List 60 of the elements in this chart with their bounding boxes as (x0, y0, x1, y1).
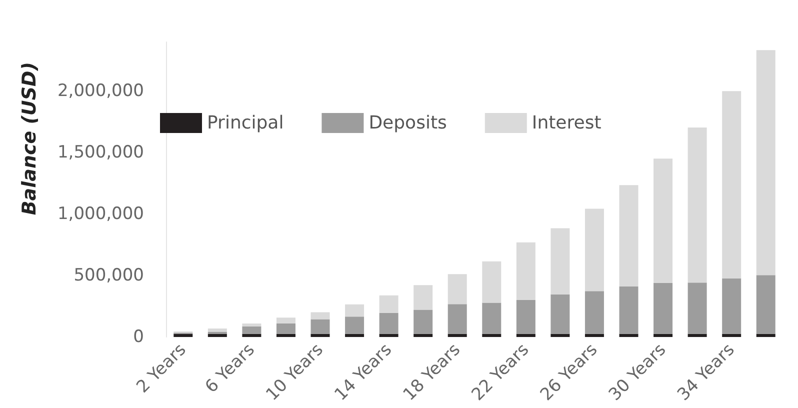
bar (654, 334, 673, 337)
bar (756, 334, 776, 337)
bar (448, 274, 467, 304)
bar (310, 312, 330, 320)
bar (756, 50, 776, 276)
bar (310, 334, 330, 337)
bar (448, 334, 467, 337)
bar (174, 334, 193, 337)
bar (619, 185, 638, 286)
bar (379, 295, 398, 313)
bar (414, 285, 433, 310)
bar (722, 334, 742, 337)
bar (345, 304, 364, 317)
legend-label: Deposits (368, 112, 447, 134)
bar (584, 291, 604, 334)
bar (242, 326, 262, 334)
bar (516, 242, 536, 300)
bar (722, 91, 742, 278)
bar (310, 319, 330, 334)
legend-label: Interest (532, 112, 602, 134)
y-tick-label: 1,000,000 (57, 204, 144, 224)
bar (756, 275, 776, 334)
y-tick-label: 0 (133, 327, 144, 347)
bar (516, 334, 536, 337)
bar (276, 334, 296, 337)
bar (688, 334, 707, 337)
bar (619, 334, 638, 337)
bar (516, 300, 536, 334)
bar (688, 282, 707, 334)
bar (276, 323, 296, 334)
bar (619, 286, 638, 334)
bar (550, 334, 570, 337)
bar (345, 334, 364, 337)
bar (654, 158, 673, 283)
bar (379, 312, 398, 334)
bar (345, 316, 364, 334)
bar (550, 294, 570, 334)
bar (482, 302, 502, 334)
bar (242, 323, 262, 326)
bar (379, 334, 398, 337)
y-axis-title: Balance (USD) (18, 62, 40, 216)
bar (654, 282, 673, 334)
legend-label: Principal (207, 112, 284, 134)
y-tick-label: 1,500,000 (57, 142, 144, 163)
bar (482, 334, 502, 337)
bar (208, 334, 227, 337)
bar (584, 208, 604, 292)
bar (414, 334, 433, 337)
bar (414, 310, 433, 334)
bar (276, 318, 296, 324)
y-tick-label: 500,000 (74, 266, 144, 286)
bar (688, 128, 707, 283)
bar (448, 304, 467, 334)
bar (482, 261, 502, 303)
bar (584, 334, 604, 337)
bar (550, 228, 570, 294)
y-tick-label: 2,000,000 (57, 81, 144, 102)
bar (208, 328, 227, 332)
bar (242, 334, 262, 337)
bar (722, 278, 742, 334)
